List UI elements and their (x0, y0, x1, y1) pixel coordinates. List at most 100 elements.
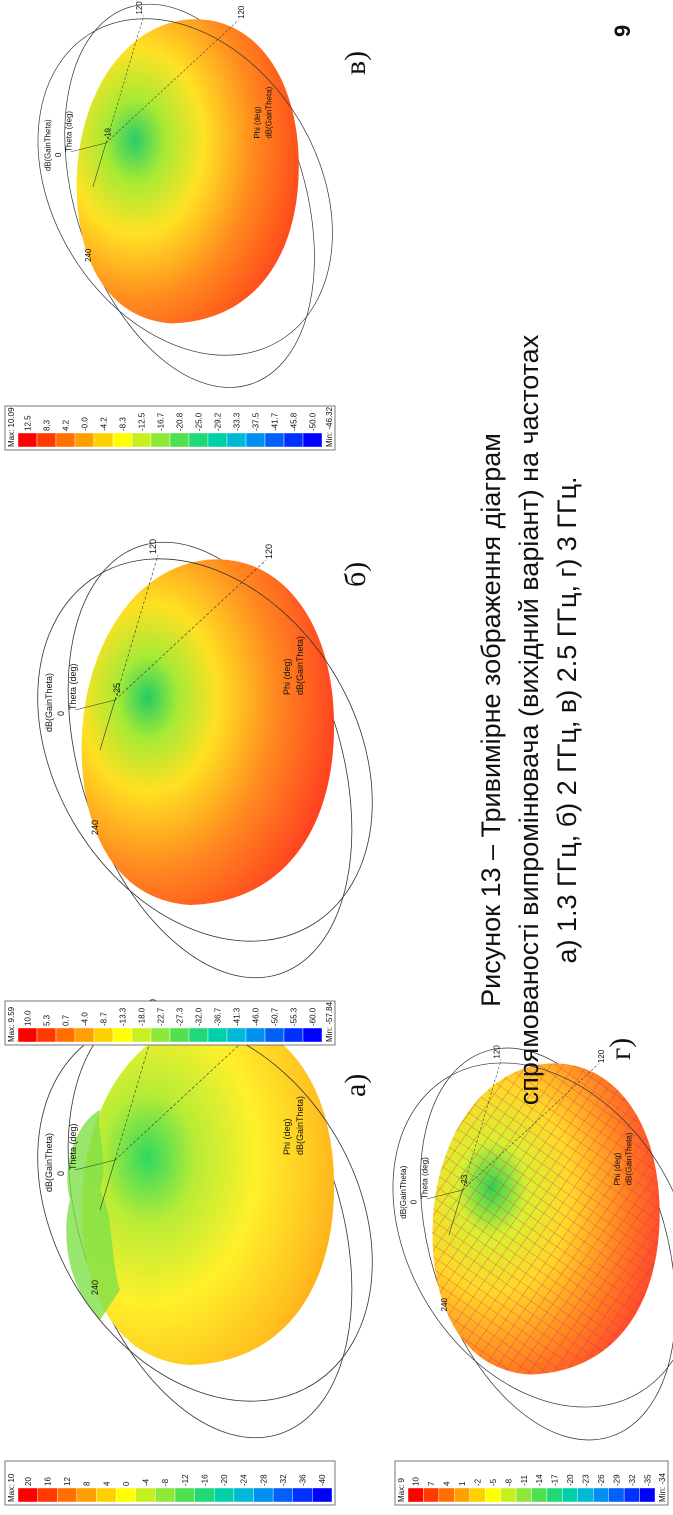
radiation-pattern: dB(GainTheta)0Theta (deg)-19240120120Phi… (0, 0, 393, 419)
legend-value: -2 (473, 1478, 482, 1486)
legend-swatch (208, 1028, 227, 1042)
legend-value: -45.8 (290, 412, 299, 431)
legend-swatch (214, 1488, 234, 1502)
pattern-label: 240 (84, 248, 93, 262)
legend: Max: 10.0912.58.34.2-0.0-4.2-8.3-12.5-16… (5, 406, 335, 450)
legend-swatch (195, 1488, 215, 1502)
legend-value: -12 (181, 1474, 190, 1486)
legend-value: -50.7 (271, 1007, 280, 1026)
pattern-label: dB(GainTheta) (264, 86, 273, 138)
legend-value: 7 (427, 1481, 436, 1486)
legend-swatch (57, 1488, 77, 1502)
legend-value: -18.0 (138, 1007, 147, 1026)
legend-value: 1 (458, 1481, 467, 1486)
legend-value: -29.2 (214, 412, 223, 431)
pattern-label: dB(GainTheta) (295, 1096, 305, 1155)
pattern-label: Phi (deg) (253, 106, 262, 138)
legend-swatch (408, 1488, 423, 1502)
legend-swatch (578, 1488, 593, 1502)
legend-swatch (254, 1488, 274, 1502)
legend-swatch (454, 1488, 469, 1502)
legend-swatch (132, 1028, 151, 1042)
pattern-label: 0 (54, 152, 63, 157)
legend-swatch (94, 1028, 113, 1042)
caption-line: Рисунок 13 – Тривимірне зображення діагр… (476, 433, 506, 1007)
legend-swatch (37, 1028, 56, 1042)
pattern-label: 240 (90, 820, 100, 835)
legend-swatch (18, 1028, 37, 1042)
legend-swatch (284, 1028, 303, 1042)
legend-value: -27.3 (176, 1007, 185, 1026)
legend-swatch (293, 1488, 313, 1502)
legend-value: 12.5 (24, 415, 33, 431)
pattern-surface (77, 19, 299, 323)
caption-line: а) 1.3 ГГц, б) 2 ГГц, в) 2.5 ГГц, г) 3 Г… (552, 476, 582, 963)
legend-value: -36.7 (214, 1007, 223, 1026)
legend-swatch (593, 1488, 608, 1502)
legend-value: 4 (443, 1481, 452, 1486)
figure-label: а) (339, 1074, 372, 1097)
pattern-label: 0 (56, 1171, 66, 1176)
legend-value: -41.3 (233, 1007, 242, 1026)
pattern-label: -19 (103, 127, 112, 139)
page-body: { "figures": [ {"label": "а)", "legend":… (0, 0, 673, 1515)
legend-swatch (439, 1488, 454, 1502)
pattern-label: -25 (112, 683, 122, 696)
legend-swatch (77, 1488, 97, 1502)
legend-value: -50.0 (309, 412, 318, 431)
legend-value: -24 (240, 1474, 249, 1486)
legend-swatch (208, 433, 227, 447)
legend: Max: 9.5910.05.30.7-4.0-8.7-13.3-18.0-22… (5, 1001, 335, 1045)
legend-swatch (18, 433, 37, 447)
legend-value: 4.2 (62, 419, 71, 431)
legend-value: 16 (43, 1477, 52, 1486)
pattern-label: Theta (deg) (68, 1123, 78, 1170)
pattern-label: dB(GainTheta) (399, 1165, 408, 1218)
legend-value: -12.5 (138, 412, 147, 431)
legend-value: 0 (122, 1481, 131, 1486)
legend-min: Min: -34 (658, 1473, 667, 1502)
legend-swatch (273, 1488, 293, 1502)
pattern-label: Phi (deg) (282, 1118, 292, 1155)
pattern-mesh (433, 1063, 660, 1374)
figure-label: б) (339, 562, 372, 587)
figure-label: в) (339, 51, 372, 75)
pattern-surface (82, 559, 334, 905)
legend-swatch (246, 1028, 265, 1042)
legend-swatch (18, 1488, 38, 1502)
legend-max: Max: 9.59 (7, 1006, 16, 1042)
legend-value: -26 (597, 1474, 606, 1486)
legend-value: -8.7 (100, 1012, 109, 1026)
legend-value: -23 (582, 1474, 591, 1486)
legend-value: 8 (83, 1481, 92, 1486)
legend-swatch (151, 433, 170, 447)
legend-value: -4 (142, 1478, 151, 1486)
legend-swatch (155, 1488, 175, 1502)
legend-swatch (175, 1488, 195, 1502)
pattern-surface (82, 1019, 334, 1365)
legend-min: Min: -57.84 (325, 1001, 334, 1042)
pattern-label: dB(GainTheta) (625, 1132, 634, 1185)
legend-value: -25.0 (195, 412, 204, 431)
pattern-label: Phi (deg) (613, 1152, 622, 1185)
legend-value: -4.0 (81, 1012, 90, 1026)
page-number: 9 (610, 25, 635, 37)
legend-swatch (640, 1488, 655, 1502)
legend-value: -32.0 (195, 1007, 204, 1026)
legend-swatch (485, 1488, 500, 1502)
legend-swatch (562, 1488, 577, 1502)
legend-min: Min: -46.32 (325, 406, 334, 447)
legend-swatch (227, 1028, 246, 1042)
legend-value: -33.3 (233, 412, 242, 431)
legend-swatch (532, 1488, 547, 1502)
legend-swatch (516, 1488, 531, 1502)
legend-value: -20 (566, 1474, 575, 1486)
figure-label: г) (604, 1038, 637, 1060)
radiation-pattern: dB(GainTheta)0Theta (deg)-25240120120Phi… (0, 497, 441, 1014)
pattern-label: 120 (148, 539, 158, 554)
pattern-label: 120 (264, 544, 274, 559)
legend-value: -8 (161, 1478, 170, 1486)
pattern-label: dB(GainTheta) (44, 1133, 54, 1192)
legend-value: -4.2 (100, 417, 109, 431)
